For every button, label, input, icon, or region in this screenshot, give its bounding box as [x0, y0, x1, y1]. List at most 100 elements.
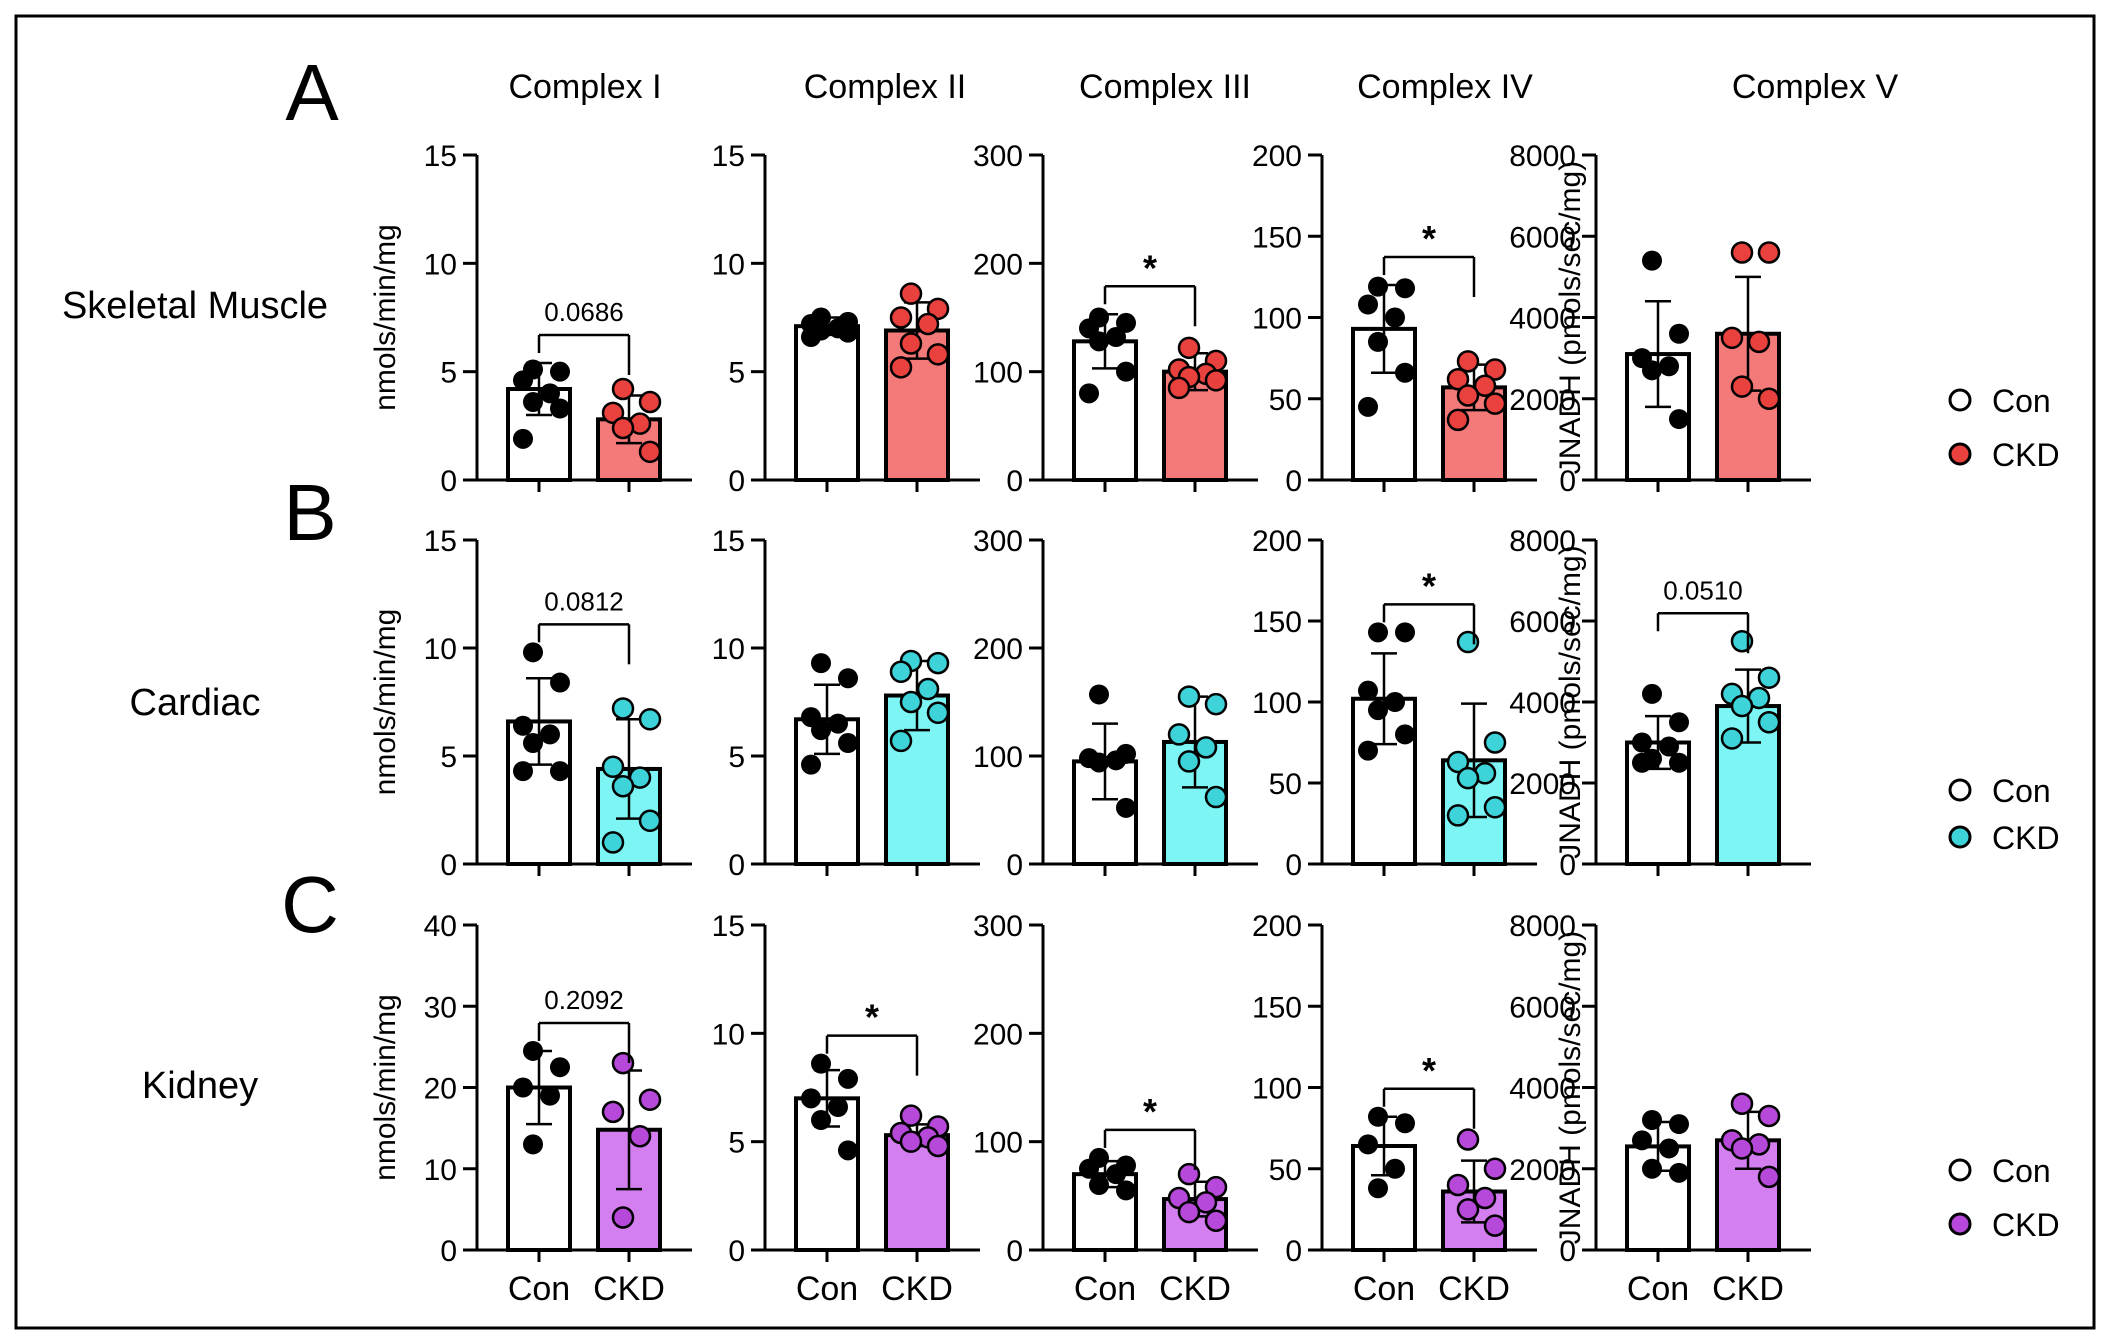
y-axis-title: nmols/min/mg	[369, 609, 402, 796]
legend-ckd-label: CKD	[1992, 437, 2060, 473]
data-point	[523, 733, 543, 754]
x-tick-label: CKD	[881, 1270, 953, 1308]
data-point	[1079, 383, 1099, 404]
y-tick-label: 0	[1006, 849, 1023, 882]
sig-annotation: *	[1143, 247, 1157, 288]
y-tick-label: 2000	[1509, 768, 1576, 801]
data-point	[1368, 1178, 1388, 1199]
y-tick-label: 300	[973, 140, 1023, 173]
data-point	[801, 1088, 821, 1109]
data-point	[1358, 740, 1378, 761]
data-point	[513, 370, 533, 391]
data-point	[1669, 409, 1689, 430]
data-point	[638, 1088, 662, 1111]
data-point	[1395, 724, 1415, 745]
data-point	[828, 713, 848, 734]
data-point	[1483, 1214, 1507, 1237]
legend-ckd-label: CKD	[1992, 820, 2060, 856]
data-point	[513, 1077, 533, 1098]
legend-ckd-marker	[1948, 442, 1972, 466]
data-point	[1177, 750, 1201, 773]
y-tick-label: 0	[1559, 465, 1576, 498]
data-point	[1483, 1157, 1507, 1180]
y-tick-label: 15	[712, 910, 745, 943]
data-point	[889, 356, 913, 379]
data-point	[550, 761, 570, 782]
y-tick-label: 4000	[1509, 303, 1576, 336]
panel-letter-c: C	[281, 860, 339, 949]
y-tick-label: 200	[973, 248, 1023, 281]
column-title-2: Complex II	[804, 68, 967, 106]
data-point	[1116, 797, 1136, 818]
data-point	[638, 440, 662, 464]
data-point	[638, 809, 662, 833]
data-point	[1395, 278, 1415, 299]
panel-1-2: 0 5 10 15	[712, 140, 980, 498]
y-tick-label: 50	[1269, 768, 1302, 801]
data-point	[1368, 622, 1388, 643]
data-point	[1089, 684, 1109, 705]
y-tick-label: 5	[728, 741, 745, 774]
y-tick-label: 300	[973, 910, 1023, 943]
data-point	[1720, 326, 1744, 350]
panel-3-4: 0 50 100 150 200 Con CKD *	[1252, 910, 1537, 1308]
data-point	[1483, 796, 1507, 819]
data-point	[1757, 711, 1781, 734]
data-point	[1116, 361, 1136, 382]
y-axis-title: nmols/min/mg	[369, 224, 402, 411]
sig-annotation: 0.2092	[544, 985, 624, 1015]
data-point	[1730, 375, 1754, 398]
data-point	[1757, 241, 1781, 264]
y-tick-label: 8000	[1509, 525, 1576, 558]
data-point	[611, 697, 635, 720]
legend-con-label: Con	[1992, 1153, 2051, 1189]
y-tick-label: 8000	[1509, 910, 1576, 943]
y-tick-label: 10	[424, 1154, 457, 1187]
y-tick-label: 5	[440, 741, 457, 774]
data-point	[1730, 694, 1754, 718]
column-title-1: Complex I	[508, 68, 661, 106]
y-tick-label: 15	[424, 525, 457, 558]
panel-3-3: 0 100 200 300 Con CKD *	[973, 910, 1258, 1308]
data-point	[1642, 1110, 1662, 1130]
y-tick-label: 50	[1269, 384, 1302, 417]
y-tick-label: 0	[1559, 849, 1576, 882]
row-label-kidney: Kidney	[142, 1065, 258, 1107]
y-tick-label: 200	[973, 633, 1023, 666]
y-tick-label: 150	[1252, 606, 1302, 639]
row-label-skeletal-muscle: Skeletal Muscle	[62, 285, 328, 327]
data-point	[1642, 1158, 1662, 1179]
data-point	[1473, 1186, 1497, 1210]
data-point	[1116, 1180, 1136, 1201]
legend-skeletal: Con CKD	[1948, 383, 2060, 473]
y-axis-title: JNADH (pmols/sec/mg)	[1554, 545, 1587, 858]
y-axis-title: JNADH (pmols/sec/mg)	[1554, 161, 1587, 474]
y-tick-label: 30	[424, 991, 457, 1024]
data-point	[1747, 330, 1771, 354]
data-point	[513, 428, 533, 449]
y-tick-label: 0	[1285, 1235, 1302, 1268]
legend-con-label: Con	[1992, 773, 2051, 809]
panel-letter-a: A	[285, 48, 339, 137]
data-point	[916, 677, 940, 701]
y-tick-label: 100	[1252, 303, 1302, 336]
y-tick-label: 100	[1252, 1073, 1302, 1106]
data-point	[550, 398, 570, 419]
data-point	[1167, 723, 1191, 746]
data-point	[523, 642, 543, 663]
x-tick-label: Con	[1074, 1270, 1136, 1308]
data-point	[926, 343, 950, 366]
data-point	[1116, 312, 1136, 333]
y-tick-label: 4000	[1509, 1073, 1576, 1106]
data-point	[1368, 331, 1388, 352]
data-point	[1177, 336, 1201, 360]
y-tick-label: 0	[440, 849, 457, 882]
data-point	[1669, 752, 1689, 773]
data-point	[916, 312, 940, 336]
data-point	[1730, 241, 1754, 264]
legend-con-label: Con	[1992, 383, 2051, 419]
